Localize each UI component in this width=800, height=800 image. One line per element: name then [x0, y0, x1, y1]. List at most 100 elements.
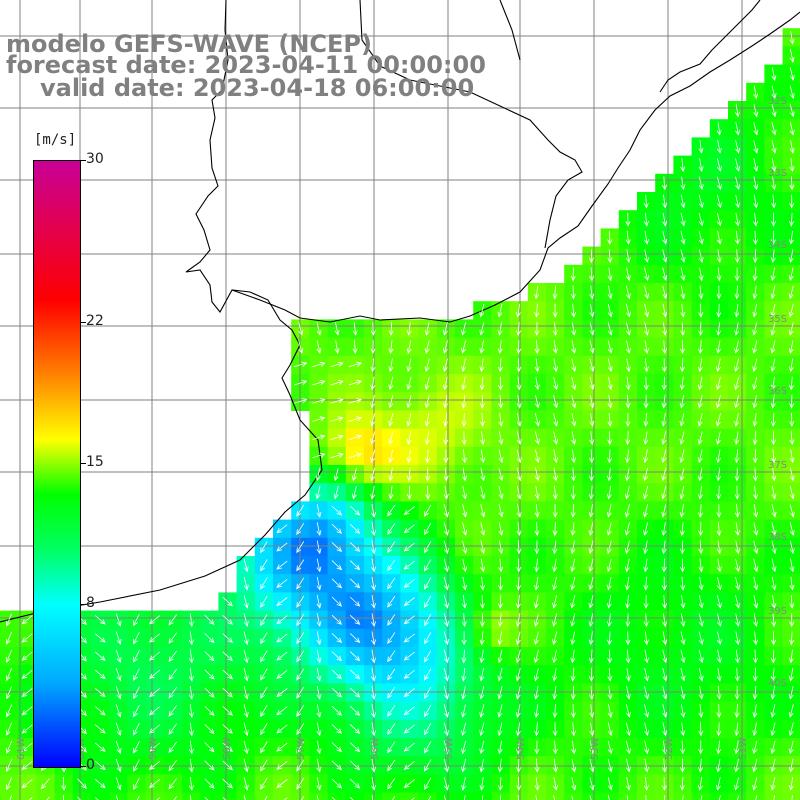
wind-arrow [789, 121, 795, 136]
wind-arrow [716, 758, 722, 773]
wind-arrow [331, 742, 343, 753]
wind-arrow [403, 688, 415, 698]
wind-arrow [570, 285, 576, 300]
wind-arrow [352, 340, 358, 355]
wind-speed-cell [127, 628, 147, 648]
wind-arrow [315, 467, 321, 482]
wind-arrow [330, 361, 344, 368]
wind-arrow [156, 797, 161, 800]
wind-arrow [498, 431, 504, 446]
wind-arrow [753, 485, 759, 500]
wind-arrow [662, 667, 668, 682]
wind-arrow [370, 485, 376, 500]
wind-arrow [115, 667, 122, 682]
wind-arrow [662, 303, 668, 318]
wind-speed-cell [145, 774, 165, 794]
wind-arrow [663, 795, 665, 800]
wind-arrow [716, 176, 722, 191]
wind-arrow [716, 740, 722, 755]
wind-arrow [662, 740, 668, 755]
wind-speed-cell [418, 701, 438, 721]
wind-arrow [316, 540, 322, 555]
wind-arrow [516, 758, 522, 773]
wind-speed-cell [782, 574, 800, 593]
wind-arrow [679, 776, 685, 791]
wind-speed-cell [382, 537, 401, 557]
wind-arrow [679, 504, 685, 518]
wind-arrow [133, 686, 140, 700]
wind-arrow [243, 576, 249, 591]
wind-arrow [788, 649, 794, 664]
wind-arrow [479, 358, 485, 373]
wind-arrow [443, 485, 449, 500]
wind-arrow [606, 522, 612, 536]
wind-arrow [625, 230, 631, 245]
wind-arrow [370, 540, 376, 555]
wind-arrow [770, 740, 776, 755]
wind-arrow [570, 540, 576, 555]
wind-arrow [661, 394, 667, 409]
wind-arrow [737, 795, 740, 800]
wind-arrow [716, 595, 722, 609]
longitude-label: 51W [738, 737, 749, 760]
wind-arrow [168, 723, 178, 735]
wind-arrow [607, 358, 613, 373]
wind-arrow [552, 503, 558, 518]
wind-speed-cell [145, 665, 165, 684]
wind-arrow [276, 779, 288, 789]
wind-speed-cell [36, 774, 56, 794]
wind-arrow [643, 376, 649, 391]
wind-arrow [534, 485, 540, 500]
wind-arrow [643, 613, 649, 628]
wind-arrow [552, 631, 558, 646]
wind-arrow [771, 67, 777, 82]
wind-arrow [771, 613, 777, 628]
wind-arrow [479, 376, 485, 391]
wind-arrow [204, 651, 215, 662]
wind-arrow [168, 705, 178, 717]
wind-arrow [534, 376, 540, 391]
wind-arrow [370, 376, 376, 391]
wind-arrow [589, 758, 595, 773]
wind-arrow [168, 778, 178, 790]
wind-arrow [443, 686, 449, 700]
wind-arrow [680, 249, 686, 263]
wind-arrow [534, 522, 540, 537]
wind-arrow [661, 449, 667, 464]
wind-arrow [316, 522, 322, 537]
wind-arrow [570, 595, 576, 609]
wind-arrow [424, 777, 432, 791]
colorbar-tick-label: 0 [86, 757, 95, 773]
wind-speed-cell [291, 738, 310, 757]
wind-arrow [734, 431, 740, 446]
wind-arrow [752, 667, 758, 682]
wind-arrow [753, 613, 759, 628]
wind-arrow [552, 522, 558, 537]
wind-arrow [21, 633, 33, 643]
wind-arrow [406, 413, 412, 427]
wind-arrow [534, 740, 540, 755]
wind-arrow [406, 449, 412, 464]
wind-speed-cell [400, 792, 420, 800]
wind-arrow [534, 576, 540, 591]
wind-arrow [552, 540, 558, 555]
wind-arrow [571, 340, 577, 355]
wind-arrow [348, 416, 362, 422]
wind-speed-cell [382, 647, 401, 666]
wind-arrow [293, 361, 308, 368]
wind-arrow [115, 758, 122, 773]
wind-arrow [588, 649, 594, 664]
wind-arrow [276, 760, 288, 770]
wind-arrow [661, 504, 667, 518]
wind-arrow [791, 795, 793, 800]
wind-arrow [716, 249, 722, 264]
wind-arrow [260, 559, 268, 572]
wind-arrow [715, 413, 721, 427]
wind-speed-cell [163, 738, 183, 757]
wind-arrow [789, 85, 795, 100]
wind-arrow [424, 632, 432, 645]
wind-arrow [243, 758, 249, 773]
wind-arrow [534, 321, 540, 336]
wind-arrow [388, 358, 394, 373]
